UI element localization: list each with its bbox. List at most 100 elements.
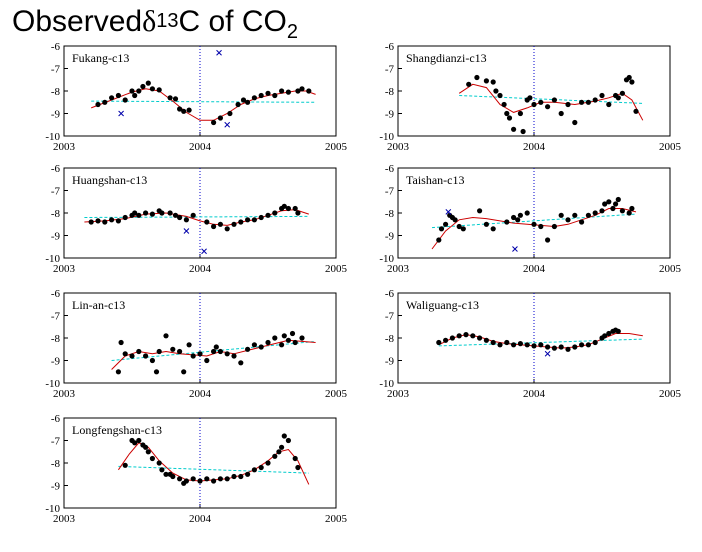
data-point <box>251 467 257 473</box>
plot-area <box>431 168 637 258</box>
trend-line <box>431 213 637 229</box>
y-tick-label: -6 <box>51 163 61 175</box>
data-point <box>538 99 544 105</box>
data-point <box>615 328 621 334</box>
y-tick-label: -10 <box>379 378 394 390</box>
data-point <box>579 342 585 348</box>
trend-line <box>84 215 309 218</box>
data-point <box>163 471 169 477</box>
data-point <box>493 88 499 94</box>
data-point <box>456 223 462 230</box>
panel-title: Shangdianzi-c13 <box>406 51 487 65</box>
y-tick-label: -9 <box>51 231 61 243</box>
y-tick-label: -10 <box>45 131 60 143</box>
data-point <box>251 342 257 348</box>
trend-line <box>91 100 316 103</box>
data-point <box>531 101 537 108</box>
data-point <box>132 440 138 446</box>
plot-area <box>91 46 316 136</box>
data-point <box>558 110 564 117</box>
data-point <box>629 205 635 212</box>
x-tick-label: 2004 <box>189 388 212 400</box>
data-point <box>449 335 455 341</box>
data-point <box>143 210 149 216</box>
y-tick-label: -7 <box>51 311 61 323</box>
y-tick-label: -6 <box>385 288 395 300</box>
data-point <box>136 348 142 355</box>
data-point <box>545 237 551 243</box>
data-point <box>281 333 287 339</box>
data-point <box>565 346 571 352</box>
data-point <box>136 437 142 444</box>
data-point <box>167 210 173 216</box>
data-point <box>145 80 151 86</box>
data-point <box>279 88 285 94</box>
data-point <box>251 95 257 101</box>
data-point <box>258 344 264 350</box>
data-point <box>143 353 149 359</box>
data-point <box>204 357 210 364</box>
x-tick-label: 2004 <box>523 141 546 153</box>
x-tick-label: 2003 <box>53 513 76 525</box>
data-point <box>474 74 480 81</box>
data-point <box>197 478 203 484</box>
outlier-point <box>512 246 518 252</box>
data-point <box>129 88 135 94</box>
plot-area <box>117 418 310 508</box>
data-point <box>204 476 210 482</box>
x-tick-label: 2004 <box>523 388 546 400</box>
y-tick-label: -9 <box>51 109 61 121</box>
y-tick-label: -7 <box>385 311 395 323</box>
data-point <box>197 351 203 357</box>
data-point <box>510 214 517 221</box>
data-point <box>592 339 598 346</box>
data-point <box>558 212 564 218</box>
data-point <box>251 217 257 223</box>
data-point <box>211 223 217 230</box>
plot-area <box>458 46 644 136</box>
data-point <box>285 337 291 343</box>
data-point <box>115 369 121 375</box>
y-tick-label: -9 <box>385 109 395 121</box>
data-point <box>258 214 264 221</box>
data-point <box>289 330 296 337</box>
outlier-point <box>201 248 207 255</box>
data-point <box>633 108 639 114</box>
data-point <box>276 449 282 455</box>
data-point <box>272 92 278 99</box>
data-point <box>136 88 142 94</box>
y-tick-label: -9 <box>385 356 395 368</box>
data-point <box>231 353 237 359</box>
data-point <box>610 205 616 212</box>
data-point <box>299 335 305 341</box>
y-tick-label: -10 <box>45 378 60 390</box>
panel-title: Huangshan-c13 <box>72 173 147 187</box>
data-point <box>551 345 558 351</box>
data-point <box>170 473 176 480</box>
y-tick-label: -6 <box>51 41 61 53</box>
y-tick-label: -10 <box>45 503 60 515</box>
data-point <box>504 110 510 117</box>
data-point <box>490 226 496 232</box>
x-tick-label: 2003 <box>53 263 76 275</box>
data-point <box>240 97 247 103</box>
data-point <box>306 88 312 94</box>
data-point <box>504 339 510 346</box>
plot-area <box>436 293 643 383</box>
data-point <box>497 342 503 348</box>
data-point <box>517 212 524 218</box>
plot-area <box>111 293 316 383</box>
data-point <box>565 101 571 108</box>
data-point <box>181 369 187 375</box>
data-point <box>579 99 585 105</box>
data-point <box>436 237 442 243</box>
y-tick-label: -8 <box>51 86 61 98</box>
data-point <box>177 348 183 355</box>
data-point <box>281 433 287 439</box>
x-tick-label: 2003 <box>387 388 410 400</box>
data-point <box>470 333 476 339</box>
data-point <box>149 86 155 92</box>
